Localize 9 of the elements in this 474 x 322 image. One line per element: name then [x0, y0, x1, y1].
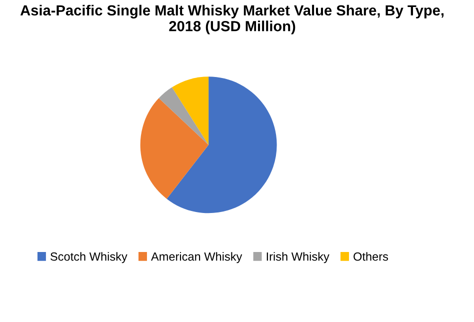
- legend-label: Others: [354, 252, 388, 261]
- legend-label: Scotch Whisky: [50, 252, 128, 264]
- pie-slice: [158, 87, 209, 145]
- pie-slice: [172, 76, 209, 145]
- legend-label: American Whisky: [151, 252, 242, 264]
- chart-title: Asia-Pacific Single Malt Whisky Market Value Share, By Type, 2018 (USD Million): [20, 4, 444, 34]
- pie-slice: [140, 98, 209, 199]
- pie-slice: [166, 76, 277, 214]
- legend-label: Irish Whisky: [266, 252, 330, 264]
